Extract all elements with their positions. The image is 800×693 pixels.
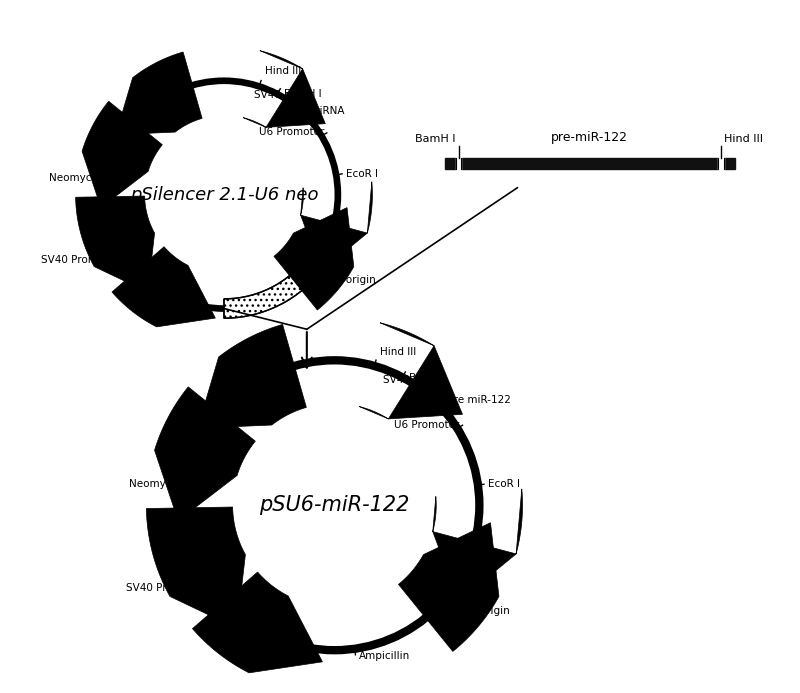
Polygon shape [398, 523, 499, 651]
Text: EcoR I: EcoR I [346, 168, 378, 179]
Text: pSU6-miR-122: pSU6-miR-122 [259, 495, 410, 516]
Text: Ampicillin: Ampicillin [359, 651, 410, 660]
Polygon shape [112, 247, 215, 327]
Text: BamH I: BamH I [409, 373, 446, 383]
Polygon shape [198, 324, 306, 428]
Wedge shape [224, 247, 331, 318]
Polygon shape [274, 208, 354, 310]
Text: siRNA: siRNA [314, 106, 345, 116]
Text: Neomycin: Neomycin [129, 479, 181, 489]
Text: pre miR-122: pre miR-122 [447, 395, 511, 405]
Polygon shape [76, 196, 154, 292]
Polygon shape [359, 323, 462, 419]
Text: Hind III: Hind III [265, 67, 301, 76]
Text: ColE I origin: ColE I origin [313, 275, 375, 285]
Text: Hind III: Hind III [380, 346, 416, 357]
Polygon shape [146, 507, 246, 629]
Bar [456, 157, 462, 170]
Text: BamH I: BamH I [415, 134, 456, 143]
Text: ColE I origin: ColE I origin [447, 606, 510, 615]
Bar [718, 157, 724, 170]
Polygon shape [116, 52, 202, 134]
Bar [445, 158, 734, 169]
Text: SV40 pA: SV40 pA [254, 90, 298, 100]
Text: Ampicillin: Ampicillin [138, 306, 190, 316]
Polygon shape [301, 182, 372, 271]
Text: SV40 pA: SV40 pA [382, 375, 426, 385]
Text: pre-miR-122: pre-miR-122 [551, 131, 628, 144]
Polygon shape [193, 572, 322, 673]
Text: U6 Promoter: U6 Promoter [258, 128, 324, 137]
Polygon shape [154, 387, 255, 520]
Text: EcoR I: EcoR I [488, 479, 520, 489]
Polygon shape [82, 101, 162, 208]
Text: SV40 Promoter: SV40 Promoter [41, 256, 119, 265]
Polygon shape [433, 489, 522, 601]
Text: pSilencer 2.1-U6 neo: pSilencer 2.1-U6 neo [130, 186, 318, 204]
Text: Neomycin: Neomycin [49, 173, 101, 183]
Text: SV40 Promoter: SV40 Promoter [126, 583, 204, 593]
Text: Hind III: Hind III [724, 134, 762, 143]
Polygon shape [243, 51, 326, 128]
Text: BamH I: BamH I [284, 89, 322, 99]
Text: U6 Promoter: U6 Promoter [394, 420, 460, 430]
